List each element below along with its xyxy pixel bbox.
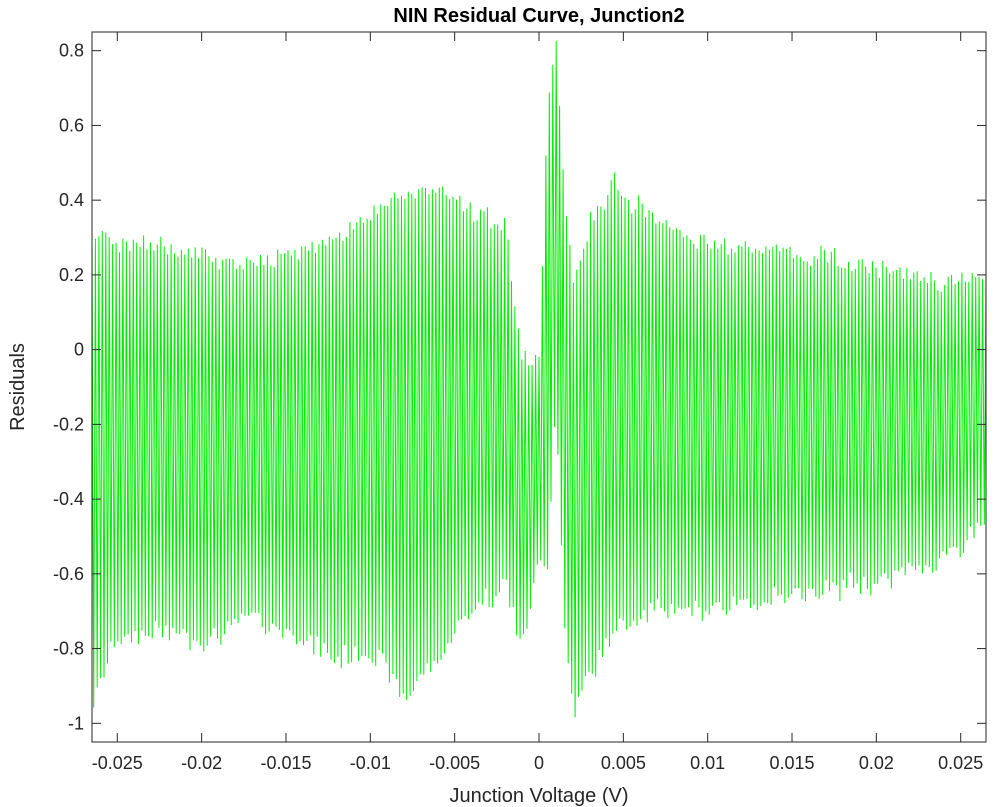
x-tick-label: 0.005 (601, 753, 646, 773)
ticks-layer: -0.025 -0.02 -0.015 -0.01 -0.005 0 0.005 0.01 0.… (53, 32, 986, 773)
y-tick-label: 0.2 (59, 265, 84, 285)
y-tick-label: 0.6 (59, 115, 84, 135)
x-tick-label: 0.025 (938, 753, 983, 773)
y-tick-label: -1 (68, 713, 84, 733)
y-tick-label: -0.6 (53, 564, 84, 584)
x-tick-label: -0.015 (260, 753, 311, 773)
x-axis-title: Junction Voltage (V) (450, 785, 629, 807)
chart-title: NIN Residual Curve, Junction2 (393, 5, 684, 27)
x-tick-label: -0.02 (181, 753, 222, 773)
x-tick-label: 0 (534, 753, 544, 773)
x-tick-label: 0.01 (690, 753, 725, 773)
series-layer (91, 41, 987, 718)
y-tick-label: 0.4 (59, 190, 84, 210)
y-tick-label: 0 (74, 340, 84, 360)
x-tick-label: 0.02 (859, 753, 894, 773)
y-tick-label: -0.8 (53, 639, 84, 659)
y-tick-label: -0.2 (53, 414, 84, 434)
series-line (91, 41, 987, 718)
y-tick-label: 0.8 (59, 41, 84, 61)
x-tick-label: -0.005 (429, 753, 480, 773)
x-tick-label: -0.025 (92, 753, 143, 773)
x-tick-label: -0.01 (350, 753, 391, 773)
y-tick-label: -0.4 (53, 489, 84, 509)
y-axis-title: Residuals (7, 343, 29, 431)
x-tick-label: 0.015 (769, 753, 814, 773)
